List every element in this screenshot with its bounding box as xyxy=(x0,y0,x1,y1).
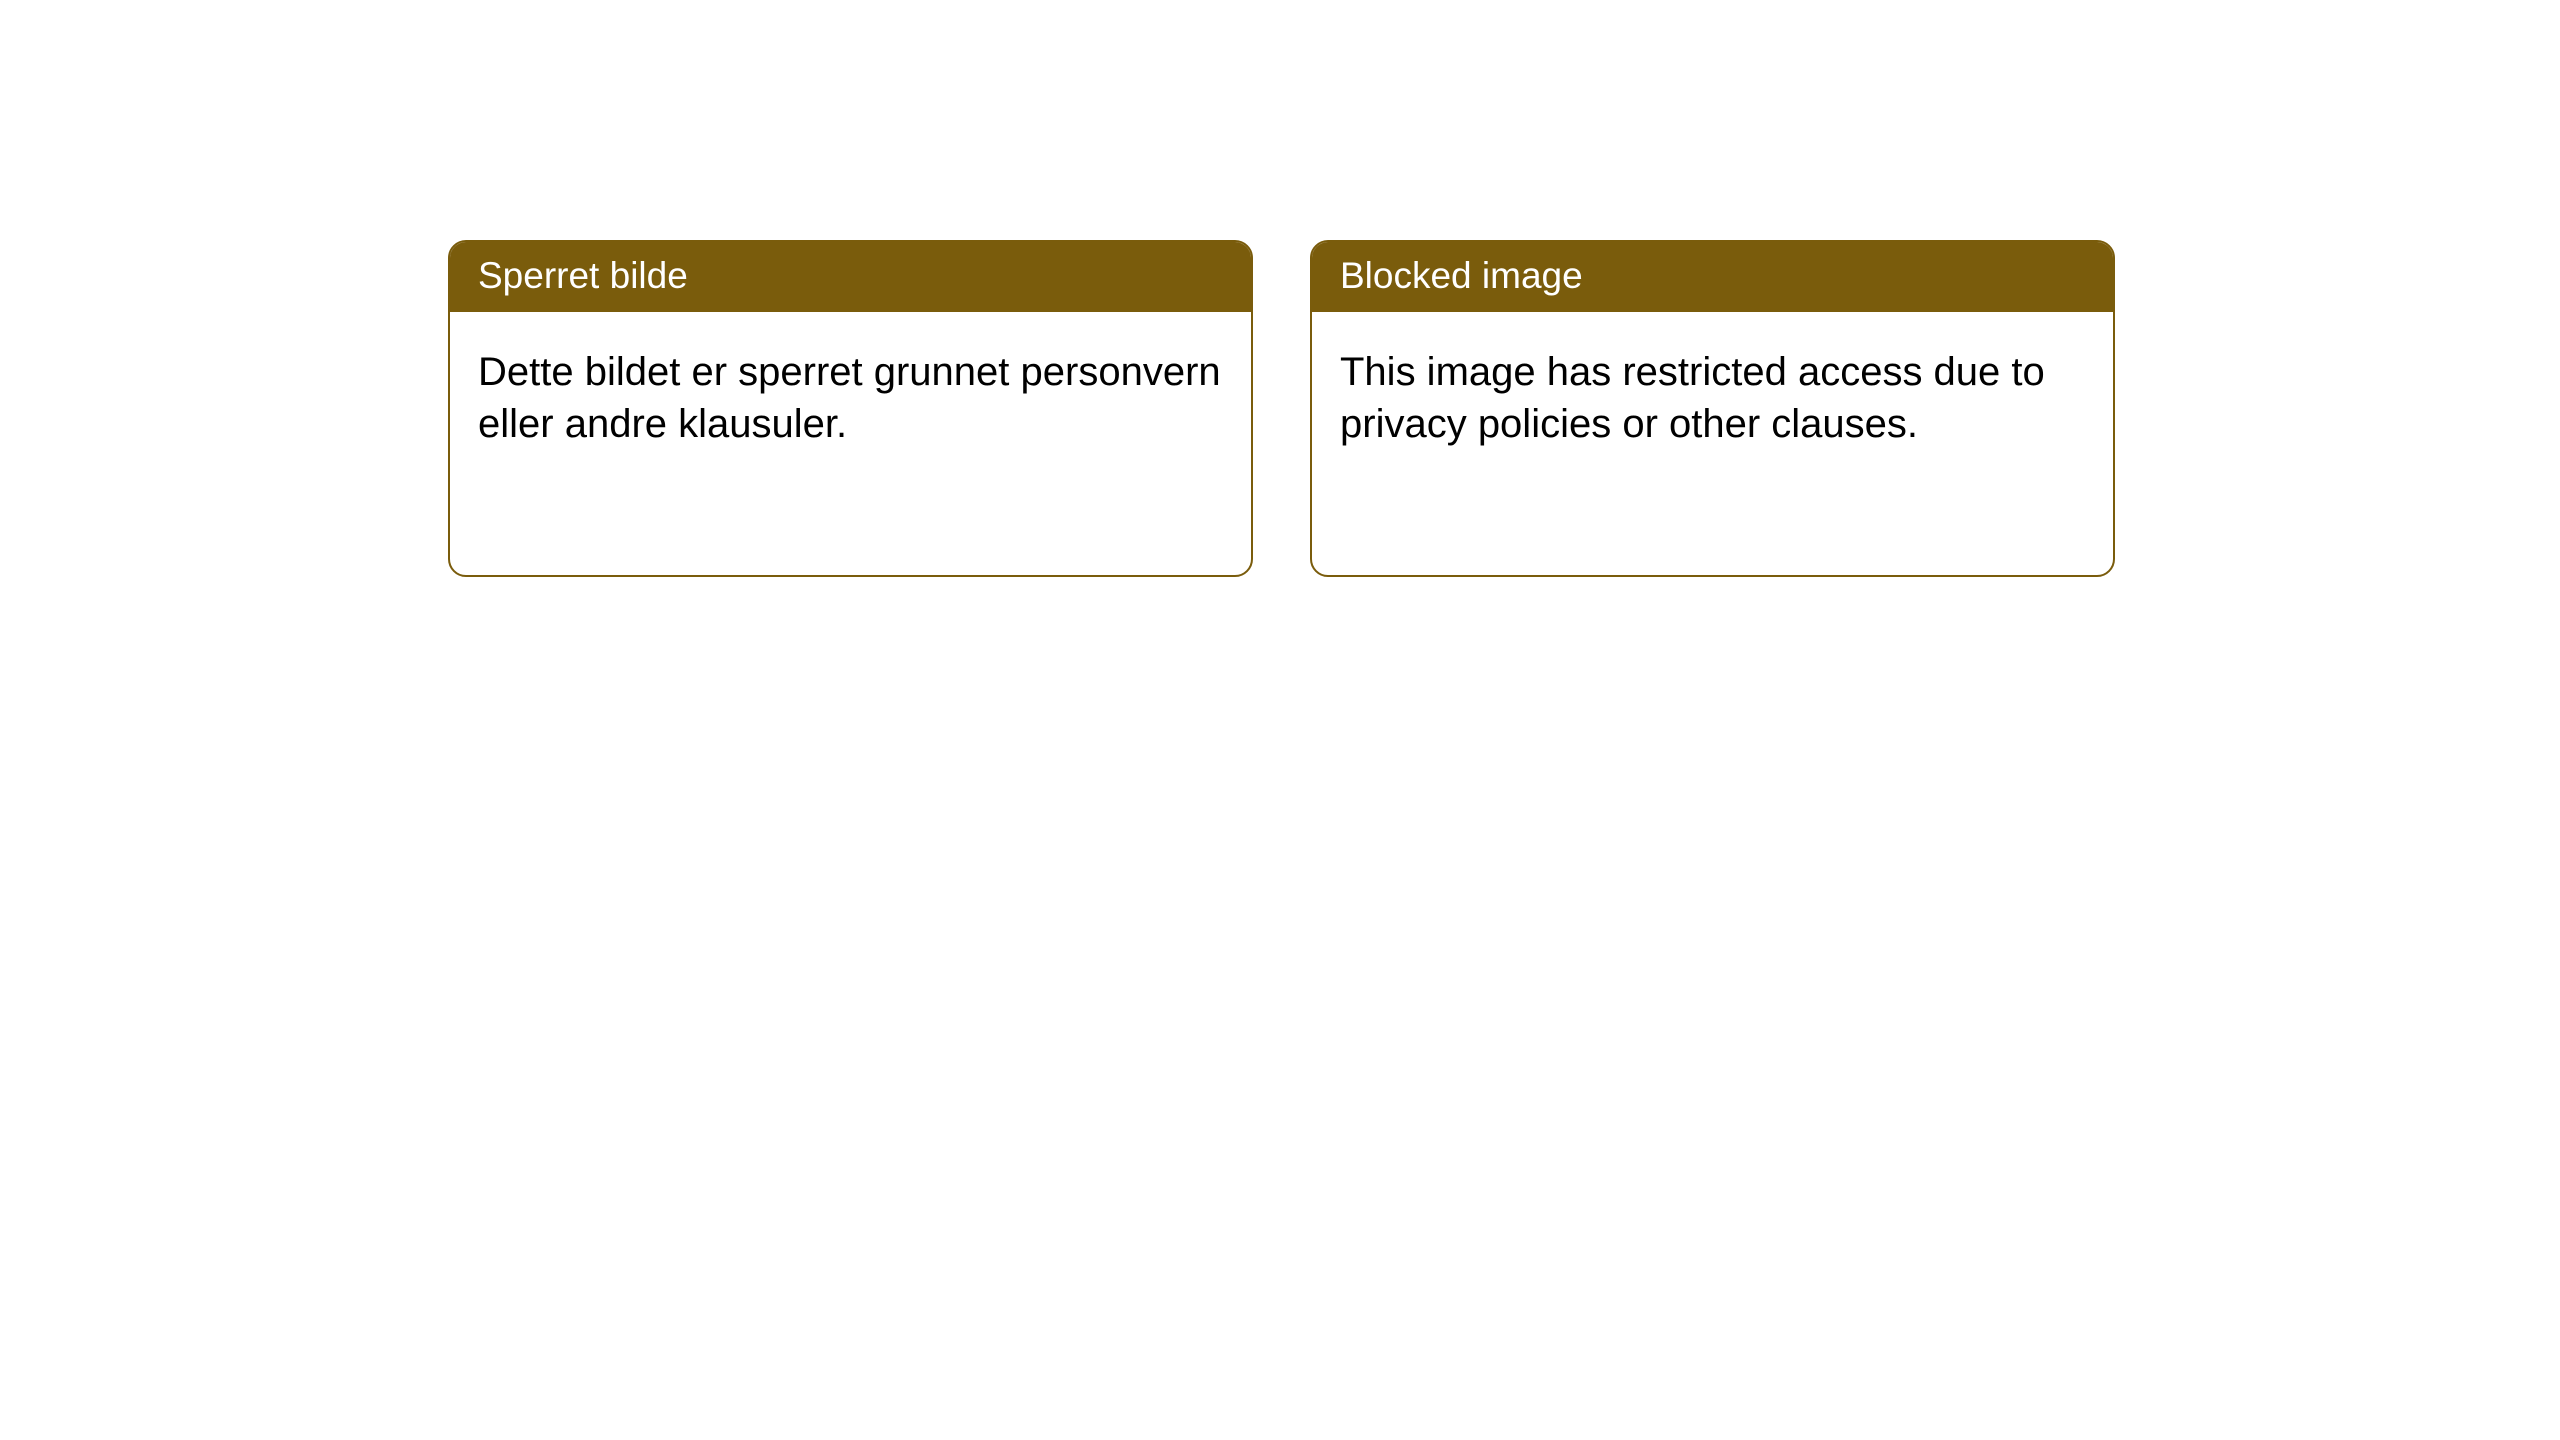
card-header: Sperret bilde xyxy=(450,242,1251,312)
card-title: Sperret bilde xyxy=(478,255,688,296)
blocked-image-card-no: Sperret bilde Dette bildet er sperret gr… xyxy=(448,240,1253,577)
card-title: Blocked image xyxy=(1340,255,1583,296)
card-body-text: This image has restricted access due to … xyxy=(1340,350,2045,446)
card-body: This image has restricted access due to … xyxy=(1312,312,2113,484)
card-body: Dette bildet er sperret grunnet personve… xyxy=(450,312,1251,484)
cards-container: Sperret bilde Dette bildet er sperret gr… xyxy=(448,240,2115,577)
card-header: Blocked image xyxy=(1312,242,2113,312)
card-body-text: Dette bildet er sperret grunnet personve… xyxy=(478,350,1221,446)
blocked-image-card-en: Blocked image This image has restricted … xyxy=(1310,240,2115,577)
